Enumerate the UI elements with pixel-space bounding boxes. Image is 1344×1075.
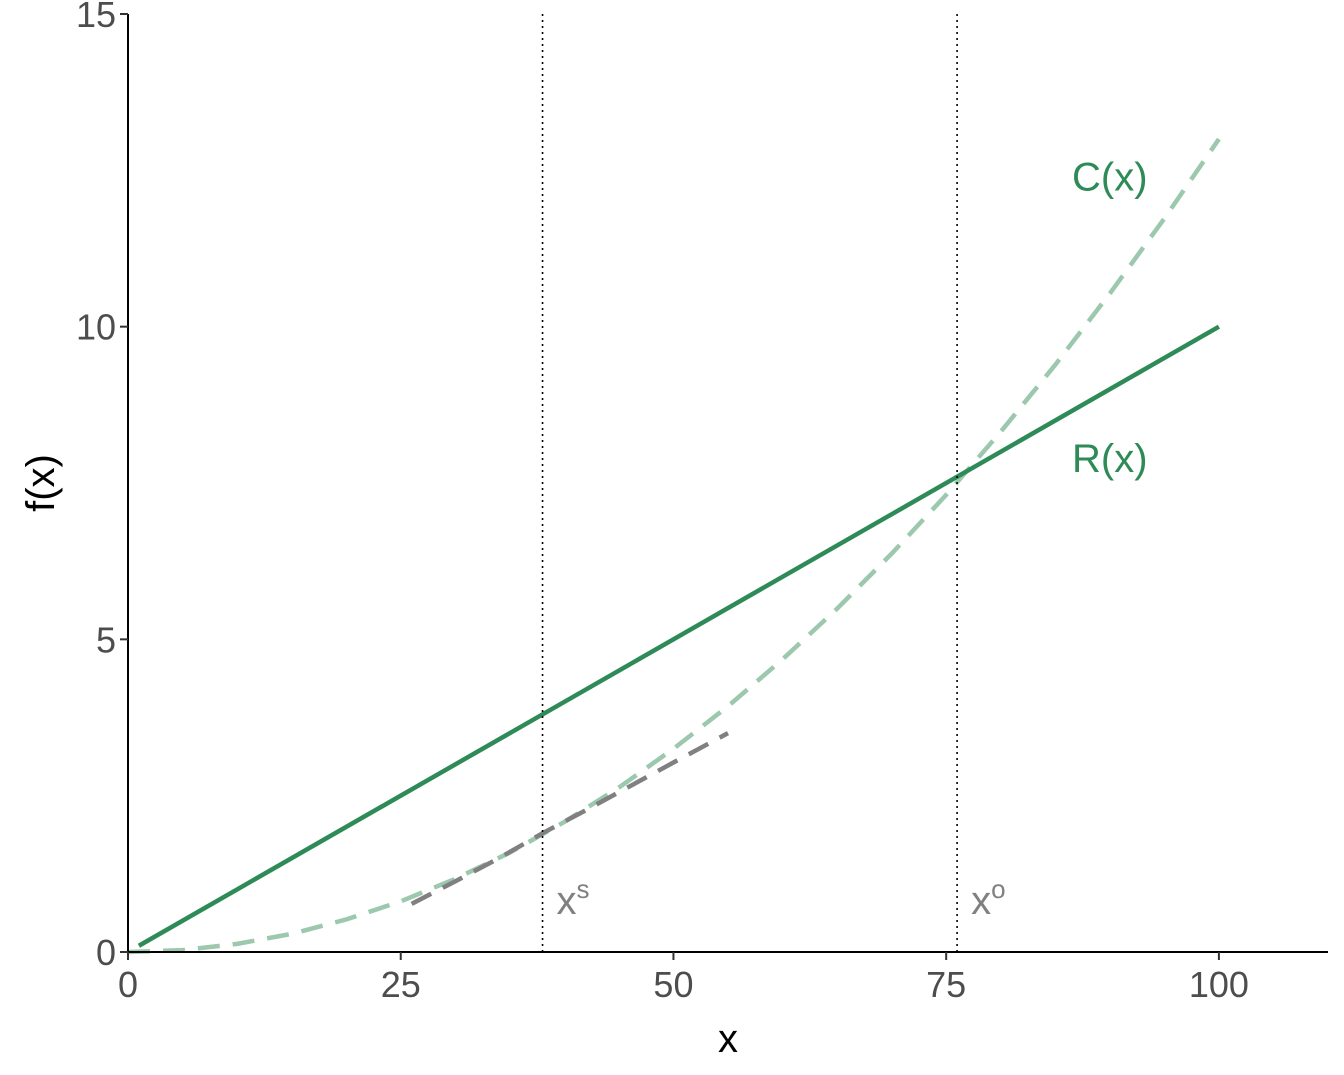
y-tick-label: 5: [96, 619, 116, 660]
revenue-curve-label: R(x): [1072, 437, 1148, 481]
xs-marker-sup: s: [577, 874, 590, 904]
xs-marker-label: xs: [557, 874, 590, 923]
y-axis-title: f(x): [19, 454, 63, 512]
xs-marker-base: x: [557, 879, 577, 923]
x-axis-title: x: [718, 1017, 738, 1061]
y-tick-label: 0: [96, 932, 116, 973]
x-tick-label: 75: [926, 964, 966, 1005]
x-tick-label: 100: [1189, 964, 1249, 1005]
revenue-line: [137, 324, 1221, 948]
tick-layer: 0 25 50 75 100 0 5 10 15: [76, 0, 1249, 1005]
y-tick-label: 15: [76, 0, 116, 35]
approx-cost-line: [410, 731, 730, 906]
x-tick-label: 50: [653, 964, 693, 1005]
x-tick-label: 0: [118, 964, 138, 1005]
series-layer: [127, 137, 1221, 955]
cost-curve-label: C(x): [1072, 156, 1148, 200]
xo-marker-sup: o: [991, 874, 1005, 904]
y-tick-label: 10: [76, 307, 116, 348]
cost-line: [127, 137, 1221, 955]
vline-layer: [541, 14, 958, 952]
x-tick-label: 25: [381, 964, 421, 1005]
xo-marker-label: xo: [971, 874, 1005, 923]
xo-marker-base: x: [971, 879, 991, 923]
